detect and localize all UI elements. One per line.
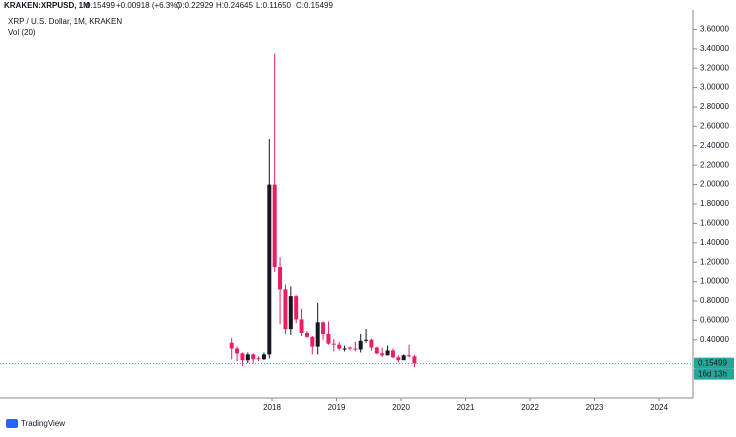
x-tick-label: 2018 <box>263 403 281 412</box>
candle-body <box>272 184 277 268</box>
y-tick-label: 1.40000 <box>700 238 729 247</box>
x-tick-label: 2023 <box>586 403 604 412</box>
y-tick-label: 1.20000 <box>700 257 729 266</box>
candle-body <box>380 353 385 356</box>
candle-body <box>331 343 336 345</box>
y-tick-label: 2.40000 <box>700 141 729 150</box>
candle-body <box>278 267 283 290</box>
x-tick-label: 2020 <box>392 403 410 412</box>
candle-body <box>390 350 395 358</box>
header-last: C:0.15499 <box>296 1 333 10</box>
y-tick-label: 0.60000 <box>700 316 729 325</box>
candle-body <box>251 354 256 360</box>
x-tick-label: 2021 <box>457 403 475 412</box>
symbol: KRAKEN:XRPUSD, 1M <box>4 1 90 10</box>
x-tick-label: 2022 <box>521 403 539 412</box>
y-tick-label: 2.60000 <box>700 122 729 131</box>
candle-body <box>337 344 342 349</box>
y-tick-label: 0.40000 <box>700 335 729 344</box>
header-change: +0.00918 (+6.3%) <box>116 1 180 10</box>
brand[interactable]: TradingView <box>21 419 65 428</box>
candle-body <box>245 354 250 361</box>
candle-body <box>240 353 245 361</box>
header-close: 0.15499 <box>86 1 115 10</box>
countdown: 16d 13h <box>698 370 727 379</box>
candle-body <box>374 347 379 354</box>
candle-body <box>299 319 304 334</box>
indicator: Vol (20) <box>8 28 36 37</box>
legend-title: XRP / U.S. Dollar, 1M, KRAKEN <box>8 17 122 26</box>
x-tick-label: 2024 <box>650 403 668 412</box>
candle-body <box>321 322 326 334</box>
y-tick-label: 1.60000 <box>700 219 729 228</box>
candle-body <box>235 348 240 354</box>
candle-body <box>347 347 352 349</box>
candle-body <box>358 340 363 350</box>
header-low: L:0.11650 <box>256 1 292 10</box>
y-tick-label: 2.20000 <box>700 160 729 169</box>
candle-body <box>412 356 417 364</box>
y-tick-label: 1.00000 <box>700 277 729 286</box>
candle-body <box>283 289 288 330</box>
candle-body <box>267 184 272 355</box>
candle-body <box>229 342 234 349</box>
candle-body <box>369 339 374 348</box>
header-high: H:0.24645 <box>216 1 253 10</box>
y-tick-label: 3.00000 <box>700 83 729 92</box>
y-tick-label: 3.20000 <box>700 63 729 72</box>
candle-body <box>256 358 261 360</box>
y-tick-label: 1.80000 <box>700 199 729 208</box>
candle-body <box>261 354 266 360</box>
brand-logo[interactable]: TradingView <box>6 419 65 428</box>
candle-body <box>288 296 293 330</box>
candle-body <box>304 333 309 337</box>
candle-body <box>326 333 331 344</box>
candle-body <box>364 339 369 341</box>
y-tick-label: 3.60000 <box>700 25 729 34</box>
header-open: O:0.22929 <box>176 1 214 10</box>
last-price-label: 0.15499 <box>698 359 727 368</box>
y-tick-label: 3.40000 <box>700 44 729 53</box>
last-price-box <box>694 357 734 369</box>
candle-body <box>396 357 401 361</box>
y-tick-label: 0.80000 <box>700 296 729 305</box>
logo-icon <box>6 419 18 428</box>
x-tick-label: 2019 <box>328 403 346 412</box>
y-tick-label: 2.00000 <box>700 180 729 189</box>
countdown-box <box>694 368 734 380</box>
candle-body <box>407 355 412 357</box>
candle-body <box>401 355 406 361</box>
candle-body <box>315 322 320 347</box>
candle-body <box>353 348 358 350</box>
candle-body <box>294 296 299 320</box>
candle-body <box>342 348 347 350</box>
y-tick-label: 2.80000 <box>700 102 729 111</box>
candle-body <box>310 336 315 347</box>
candle-body <box>385 350 390 356</box>
